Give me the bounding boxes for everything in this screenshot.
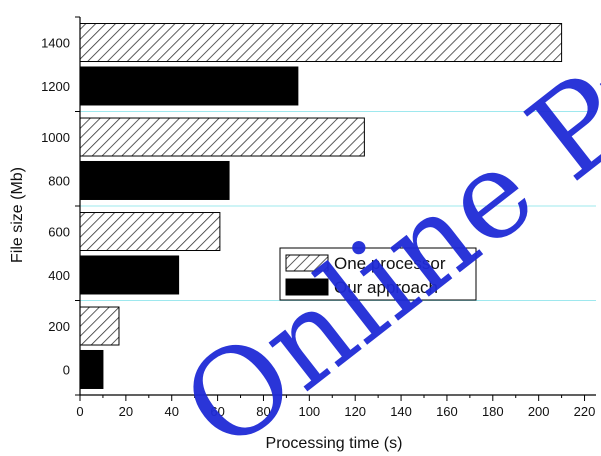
y-tick-label: 200 xyxy=(48,319,70,334)
legend-label-our-approach: Our approach xyxy=(334,278,438,297)
y-axis-title: File size (Mb) xyxy=(9,167,26,263)
x-tick-label: 20 xyxy=(119,404,133,419)
bar-our-approach-400 xyxy=(79,255,180,295)
y-tick-label: 1000 xyxy=(41,130,70,145)
y-tick-label: 600 xyxy=(48,225,70,240)
bar-one-processor-200 xyxy=(79,306,120,346)
x-tick-label: 60 xyxy=(210,404,224,419)
x-axis-ticks: 0 20 40 60 80 100 120 140 160 180 200 220 xyxy=(76,395,595,419)
y-tick-label: 1400 xyxy=(41,36,70,51)
y-tick-label: 800 xyxy=(48,173,70,188)
legend-swatch-one-processor xyxy=(285,254,329,272)
x-tick-label: 220 xyxy=(574,404,596,419)
legend-swatch-our-approach xyxy=(285,278,329,296)
legend: One processor Our approach xyxy=(279,247,477,301)
y-tick-label: 1200 xyxy=(41,79,70,94)
bar-one-processor-1000 xyxy=(79,117,365,157)
x-tick-label: 0 xyxy=(76,404,83,419)
y-axis-ticks: 0 200 400 600 800 1000 1200 1400 xyxy=(41,16,80,396)
x-tick-label: 100 xyxy=(298,404,320,419)
bar-one-processor-600 xyxy=(79,212,221,252)
bar-one-processor-1400 xyxy=(79,23,563,63)
x-tick-label: 140 xyxy=(390,404,412,419)
x-tick-label: 180 xyxy=(482,404,504,419)
bars xyxy=(79,23,563,389)
x-tick-label: 200 xyxy=(528,404,550,419)
x-tick-label: 160 xyxy=(436,404,458,419)
x-axis-title: Processing time (s) xyxy=(266,435,403,452)
bar-our-approach-0 xyxy=(79,349,104,389)
x-tick-label: 80 xyxy=(256,404,270,419)
y-tick-label: 400 xyxy=(48,268,70,283)
y-tick-label: 0 xyxy=(63,362,70,377)
bar-our-approach-800 xyxy=(79,160,230,200)
legend-label-one-processor: One processor xyxy=(334,254,446,273)
x-tick-label: 40 xyxy=(164,404,178,419)
x-tick-label: 120 xyxy=(344,404,366,419)
bar-our-approach-1200 xyxy=(79,66,299,106)
